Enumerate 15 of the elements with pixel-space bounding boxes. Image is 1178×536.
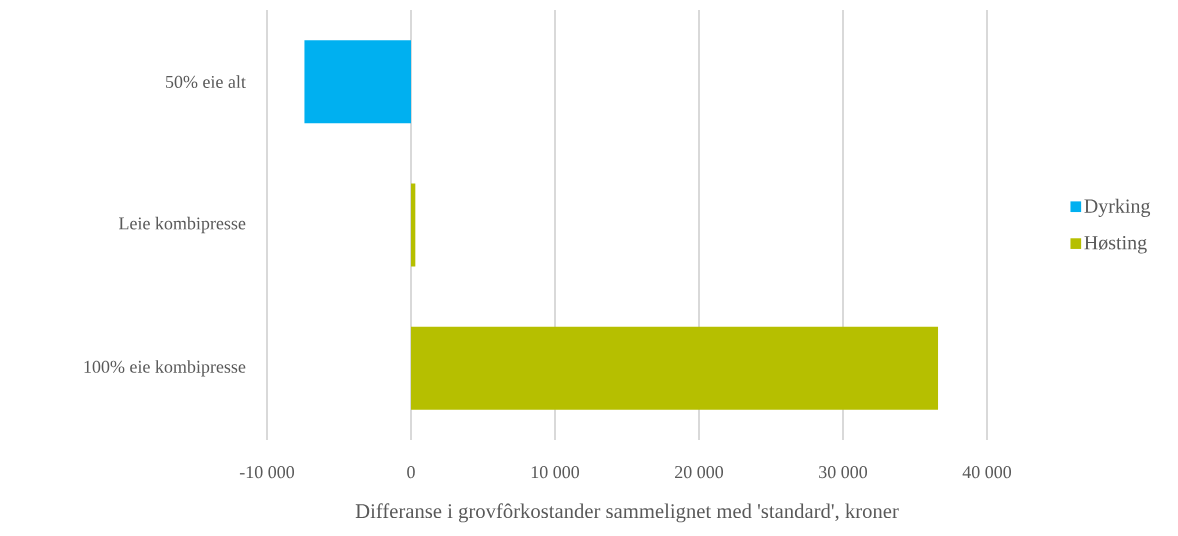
x-tick-label: 30 000 (819, 466, 868, 479)
x-tick-label: -10 000 (239, 466, 295, 479)
x-tick-label: 10 000 (531, 466, 580, 479)
legend-label: Høsting (1084, 235, 1147, 254)
x-tick-label: 40 000 (962, 466, 1012, 479)
y-tick-label: 50% eie alt (166, 75, 246, 89)
legend-label: Dyrking (1084, 198, 1151, 217)
x-tick-label: 20 000 (675, 466, 724, 479)
bar (411, 326, 939, 410)
x-axis-title: Differanse i grovfôrkostander sammelignet med 'standard', kroner (355, 503, 899, 523)
bar (304, 40, 411, 124)
y-tick-label: 100% eie kombipresse (84, 360, 246, 377)
bar (411, 183, 416, 267)
x-tick-label: 0 (407, 466, 415, 479)
y-tick-label: Leie kombipresse (119, 216, 246, 234)
